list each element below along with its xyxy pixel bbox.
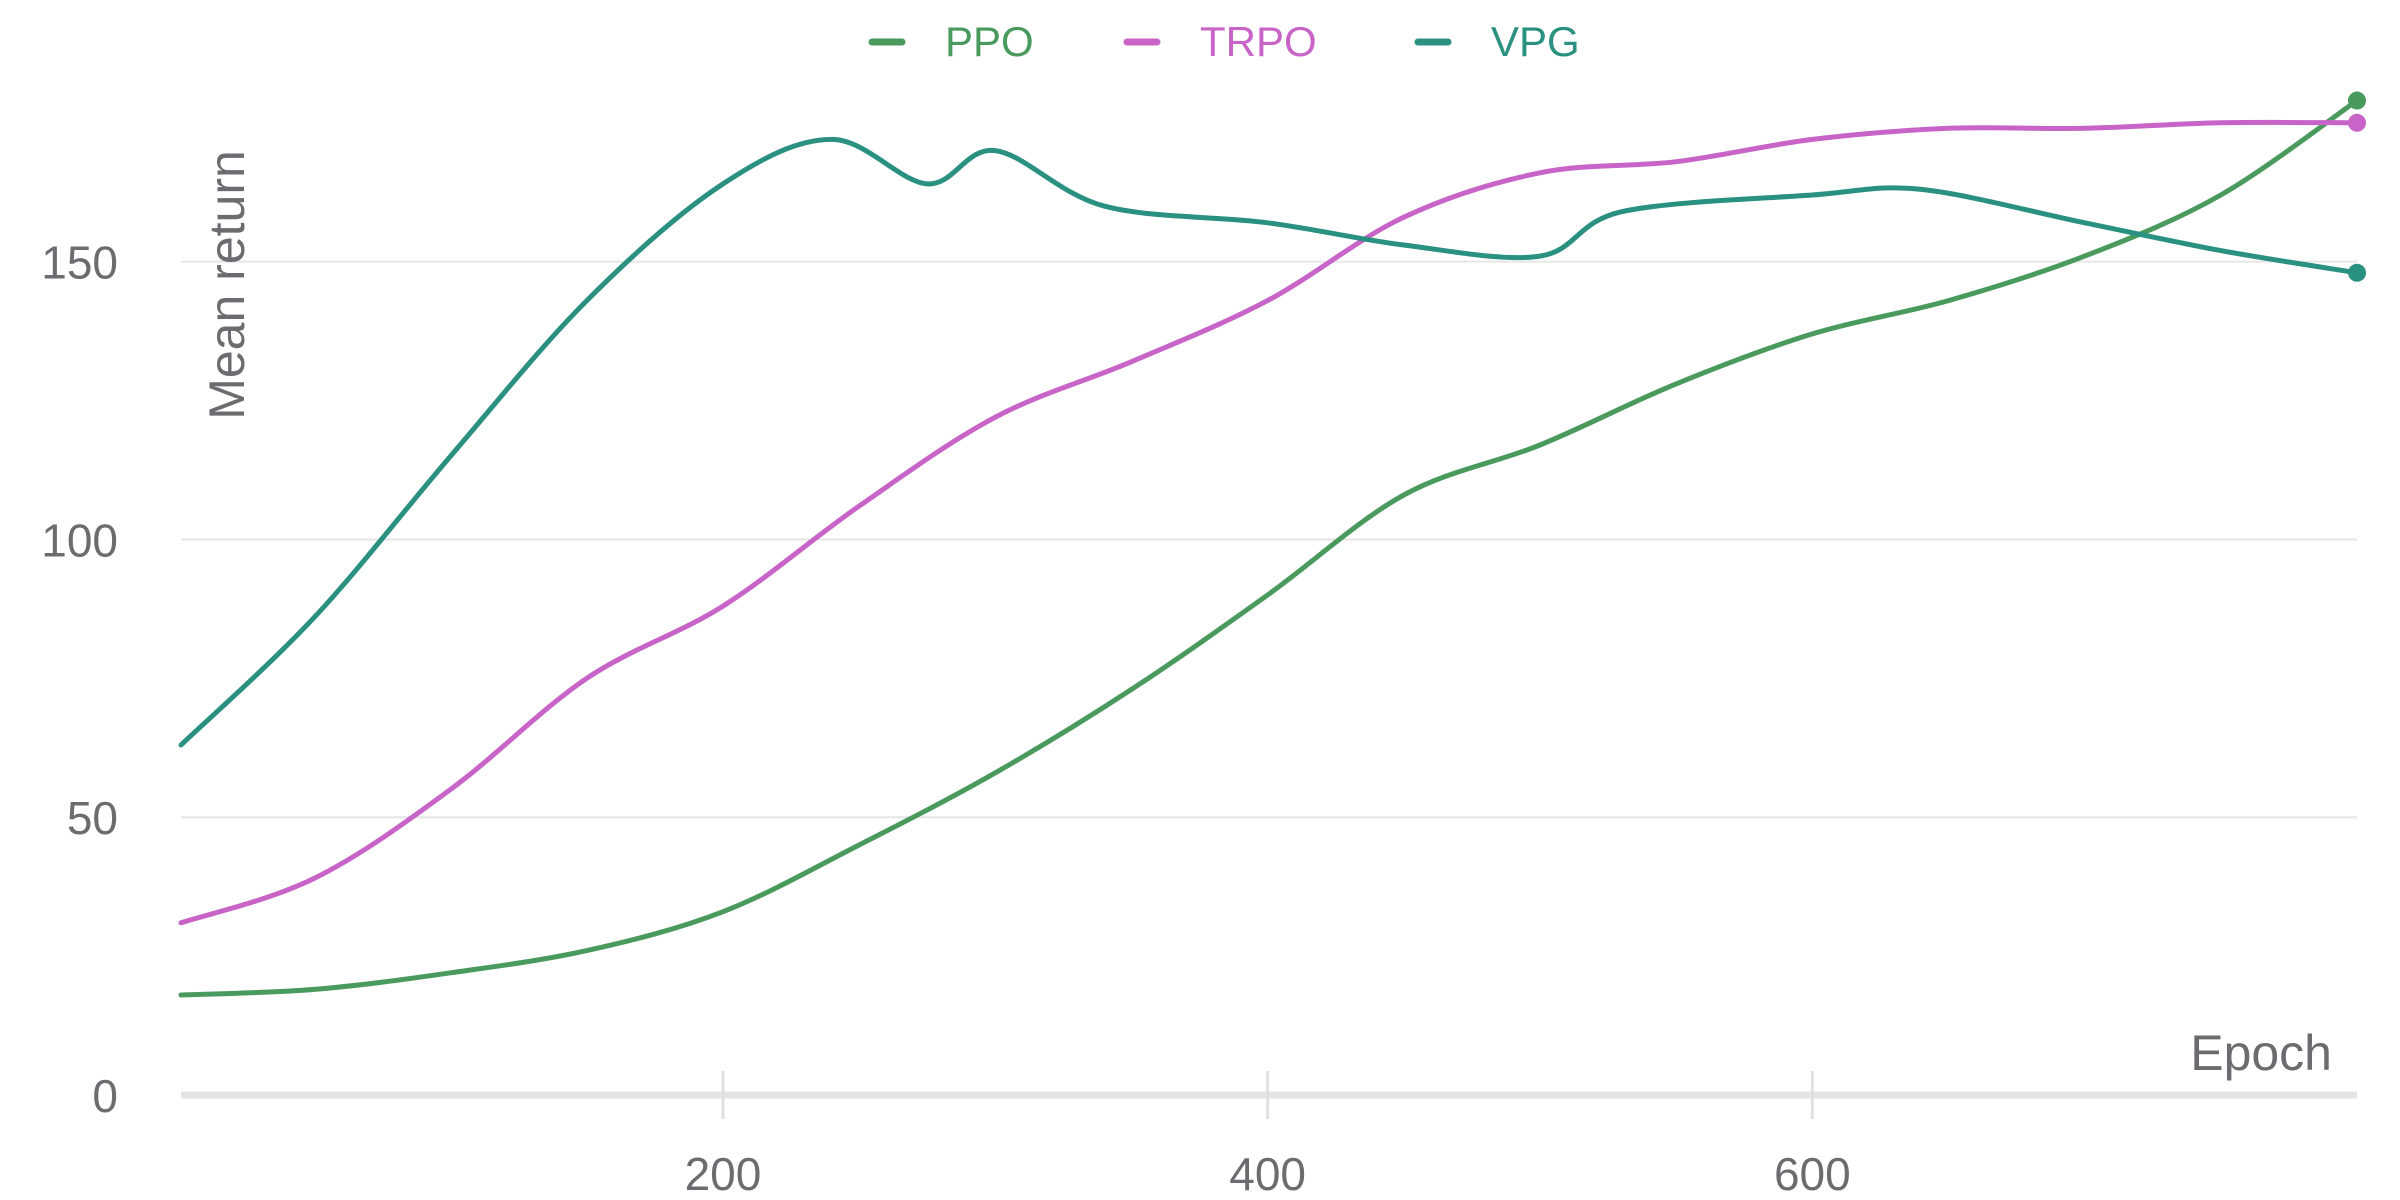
series-line-trpo	[178, 119, 2360, 926]
legend-item-ppo: PPO	[868, 18, 1034, 65]
y-axis-title: Mean return	[199, 150, 255, 420]
y-tick-labels: 0 50 100 150	[41, 237, 118, 1122]
y-tick-label-50: 50	[67, 792, 118, 844]
legend-label-vpg: VPG	[1491, 18, 1580, 65]
x-axis-title: Epoch	[2190, 1025, 2332, 1081]
x-tick-label-600: 600	[1774, 1148, 1851, 1200]
x-tick-label-400: 400	[1229, 1148, 1306, 1200]
legend-item-vpg: VPG	[1414, 18, 1580, 65]
y-tick-label-100: 100	[41, 514, 118, 566]
legend-label-ppo: PPO	[945, 18, 1034, 65]
series-line-ppo	[178, 98, 2360, 998]
series-endpoints	[2348, 91, 2366, 282]
series-lines	[178, 98, 2360, 998]
x-tick-labels: 200 400 600	[685, 1148, 1851, 1200]
x-tick-marks	[721, 1071, 1814, 1119]
y-tick-label-0: 0	[92, 1070, 118, 1122]
legend-label-trpo: TRPO	[1200, 18, 1317, 65]
endpoint-vpg	[2348, 263, 2366, 282]
x-tick-label-200: 200	[685, 1148, 762, 1200]
legend-item-trpo: TRPO	[1123, 18, 1317, 65]
legend: PPO TRPO VPG	[868, 18, 1580, 65]
y-tick-label-150: 150	[41, 237, 118, 289]
grid-lines	[181, 260, 2357, 819]
endpoint-trpo	[2348, 113, 2366, 132]
series-line-vpg	[178, 136, 2360, 748]
endpoint-ppo	[2348, 91, 2366, 110]
